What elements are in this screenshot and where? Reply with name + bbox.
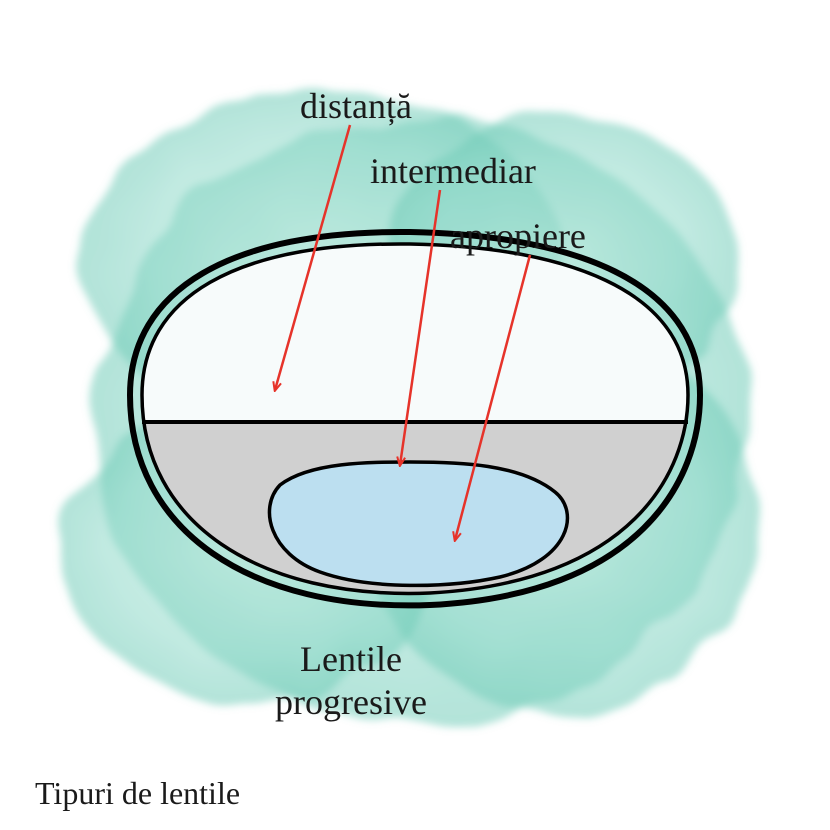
caption-line1: Lentile <box>300 639 402 679</box>
caption-line2: progresive <box>275 682 427 722</box>
label-near: apropiere <box>450 215 586 257</box>
label-distance: distanță <box>300 85 412 127</box>
lens-near-zone <box>269 462 567 585</box>
lens-caption: Lentile progresive <box>275 638 427 724</box>
label-intermediate: intermediar <box>370 150 536 192</box>
footer-caption: Tipuri de lentile <box>35 775 240 812</box>
diagram-canvas: distanță intermediar apropiere Lentile p… <box>0 0 830 830</box>
